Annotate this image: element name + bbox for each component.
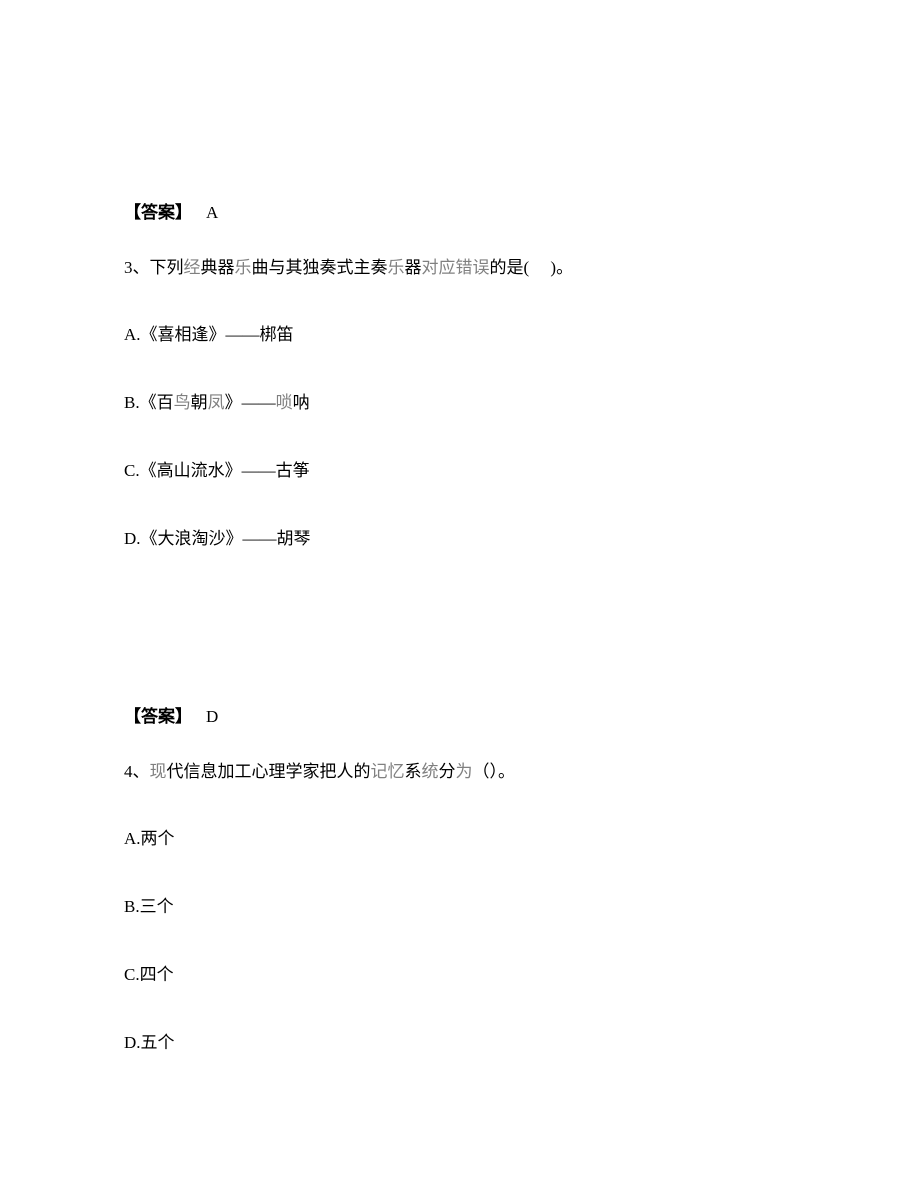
- question-3-option-c: C.《高山流水》——古筝: [124, 456, 920, 481]
- q3b-text-2: 朝: [191, 393, 208, 412]
- q4-text-3: 分: [439, 762, 456, 781]
- q3-gray-2: 乐: [235, 258, 252, 277]
- document-content: 【答案】A 3、下列经典器乐曲与其独奏式主奏乐器对应错误的是( )。 A.《喜相…: [0, 0, 920, 1053]
- q3b-text-4: 呐: [293, 393, 310, 412]
- q4-gray-3: 统: [422, 762, 439, 781]
- question-3-option-d: D.《大浪淘沙》——胡琴: [124, 524, 920, 549]
- q3-text-4: 器: [405, 258, 422, 277]
- q4-gray-4: 为: [456, 762, 473, 781]
- question-4-option-b: B.三个: [124, 892, 920, 917]
- q3b-gray-1: 鸟: [174, 393, 191, 412]
- q4-number: 4、: [124, 762, 150, 781]
- answer-3-value: D: [206, 707, 218, 726]
- question-3-option-a: A.《喜相逢》——梆笛: [124, 320, 920, 345]
- answer-2-value: A: [206, 203, 218, 222]
- q3-gray-1: 经: [184, 258, 201, 277]
- q4-gray-2: 记忆: [371, 762, 405, 781]
- question-3-option-b: B.《百鸟朝凤》——唢呐: [124, 388, 920, 413]
- q3b-gray-2: 凤: [208, 393, 225, 412]
- q3-gray-3: 乐: [388, 258, 405, 277]
- answer-3: 【答案】 D: [124, 702, 920, 727]
- question-4-option-c: C.四个: [124, 960, 920, 985]
- question-4-option-a: A.两个: [124, 824, 920, 849]
- q4-text-1: 代信息加工心理学家把人的: [167, 762, 371, 781]
- q3b-text-3: 》——: [225, 393, 276, 412]
- q3b-gray-3: 唢: [276, 393, 293, 412]
- q4-gray-1: 现: [150, 762, 167, 781]
- answer-2: 【答案】 A: [124, 198, 920, 223]
- q3-text-3: 曲与其独奏式主奏: [252, 258, 388, 277]
- q4-text-2: 系: [405, 762, 422, 781]
- spacer: [124, 592, 920, 702]
- question-4-stem: 4、现代信息加工心理学家把人的记忆系统分为（）。: [124, 757, 920, 782]
- question-4-option-d: D.五个: [124, 1028, 920, 1053]
- q4-text-4: （）。: [473, 762, 516, 781]
- q3-text-2: 典器: [201, 258, 235, 277]
- q3b-text-1: B.《百: [124, 393, 174, 412]
- answer-3-label: 【答案】: [124, 707, 192, 726]
- answer-2-label: 【答案】: [124, 203, 192, 222]
- q3-number: 3、: [124, 258, 150, 277]
- q3-gray-4: 对应错误: [422, 258, 490, 277]
- q3-text-5: 的是( )。: [490, 258, 574, 277]
- q3-text-1: 下列: [150, 258, 184, 277]
- question-3-stem: 3、下列经典器乐曲与其独奏式主奏乐器对应错误的是( )。: [124, 253, 920, 278]
